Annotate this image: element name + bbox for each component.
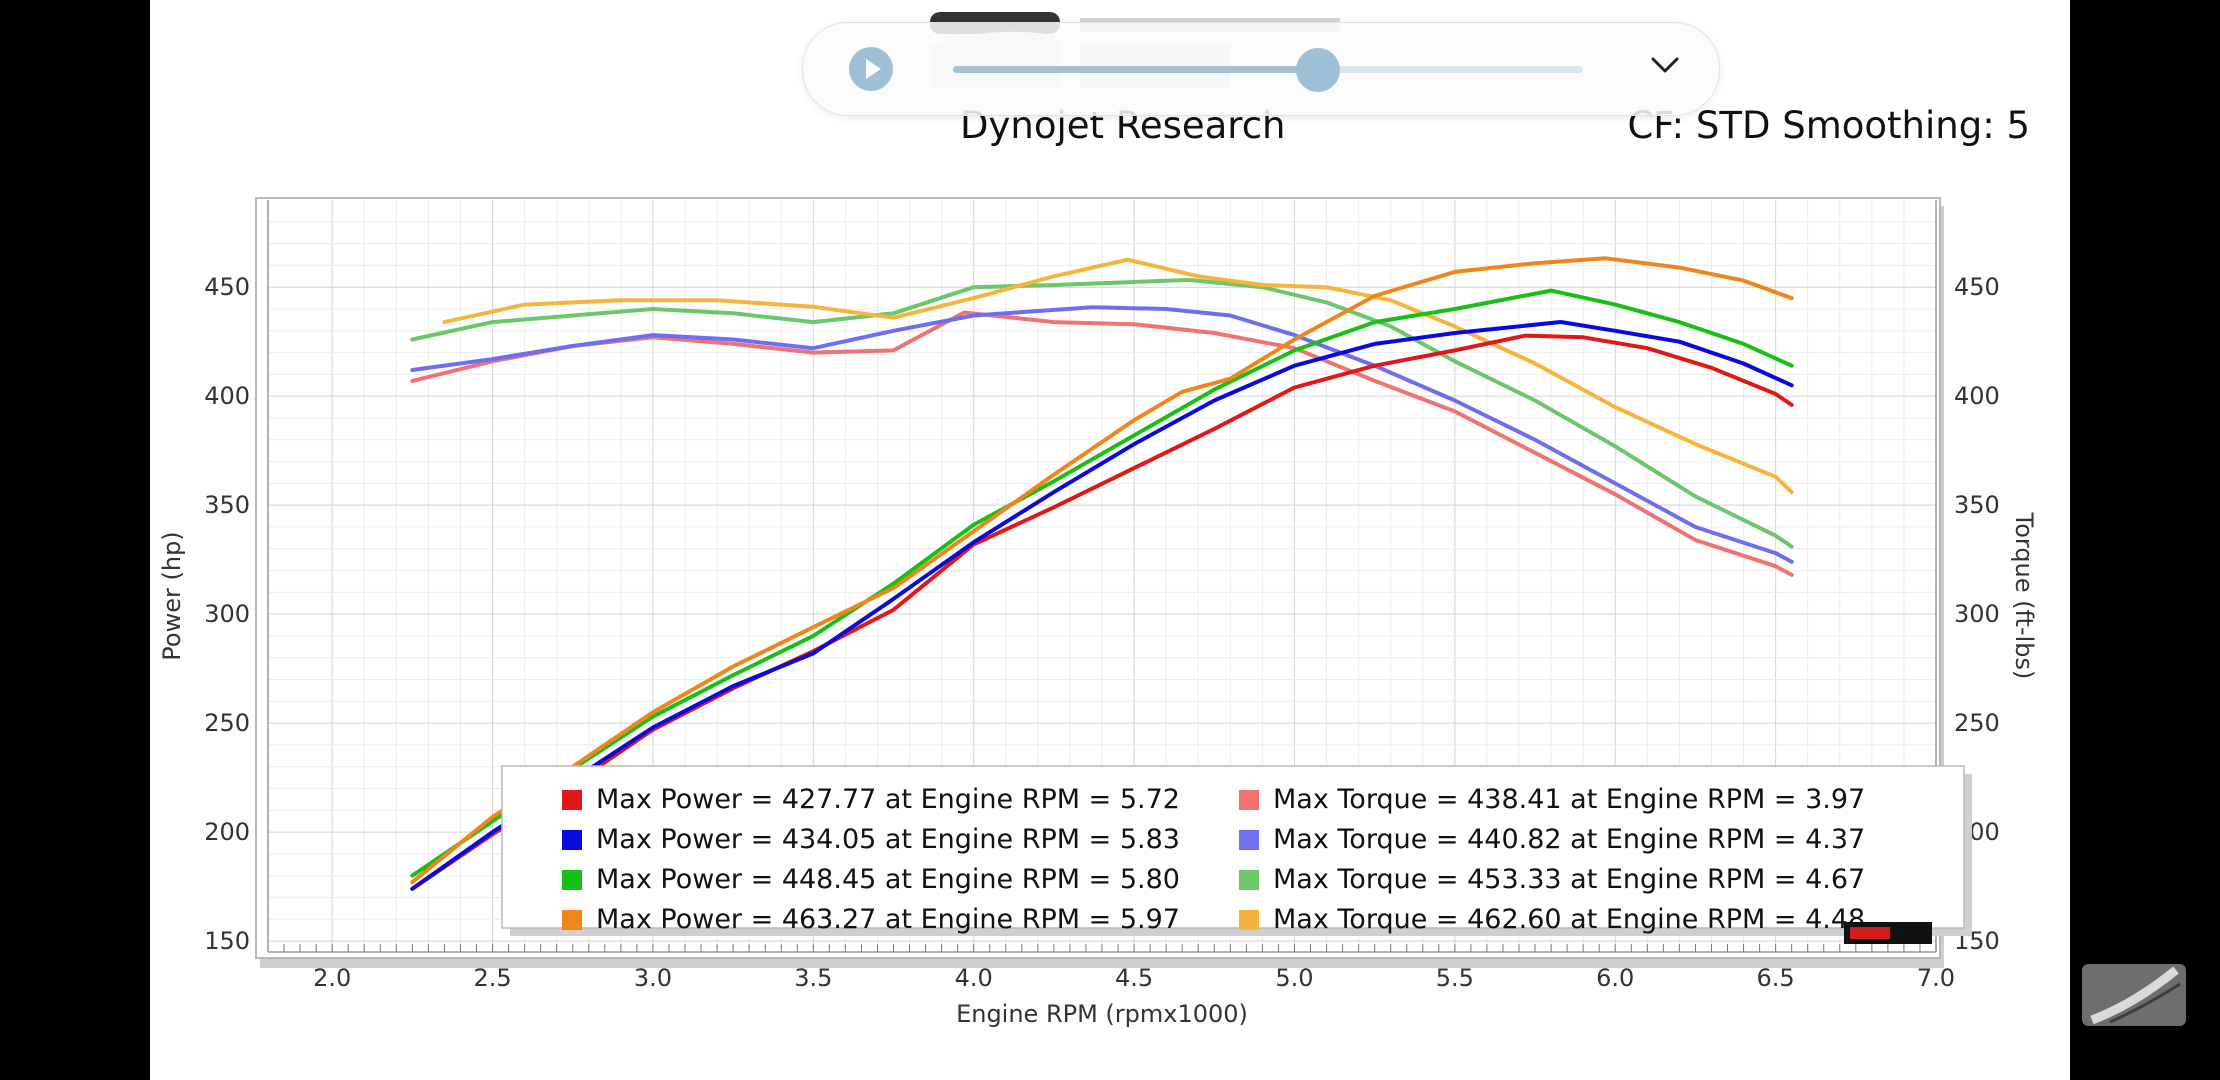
power-series-line-3	[410, 288, 1794, 878]
legend-entry: Max Torque = 438.41 at Engine RPM = 3.97	[1273, 784, 1865, 815]
play-button[interactable]	[849, 47, 893, 91]
legend-entry: Max Torque = 440.82 at Engine RPM = 4.37	[1273, 824, 1865, 855]
power-series-line-2	[410, 320, 1794, 891]
audio-player-bar	[802, 22, 1720, 116]
series-group	[410, 256, 1794, 891]
video-frame: Dynojet Research CF: STD Smoothing: 5 2.…	[150, 0, 2070, 1080]
x-tick-label: 5.0	[1275, 964, 1313, 992]
legend-entry: Max Torque = 462.60 at Engine RPM = 4.48	[1273, 904, 1865, 935]
y-tick-label-right: 300	[1954, 600, 2000, 628]
legend-swatch	[1239, 830, 1259, 850]
legend-swatch	[1239, 870, 1259, 890]
y-axis-title-right: Torque (ft-lbs)	[2010, 512, 2038, 680]
progress-thumb[interactable]	[1296, 48, 1341, 92]
progress-fill	[953, 66, 1319, 73]
dynojet-logo-mark	[1850, 927, 1890, 939]
y-tick-label-left: 200	[204, 818, 250, 846]
x-tick-label: 6.5	[1757, 964, 1795, 992]
x-tick-label: 3.0	[634, 964, 672, 992]
legend-entry: Max Power = 463.27 at Engine RPM = 5.97	[596, 904, 1180, 935]
x-tick-label: 5.5	[1436, 964, 1474, 992]
play-icon	[866, 59, 881, 79]
y-tick-label-left: 450	[204, 273, 250, 301]
legend-swatch	[562, 790, 582, 810]
x-tick-label: 2.5	[473, 964, 511, 992]
y-tick-label-right: 250	[1954, 709, 2000, 737]
y-tick-label-left: 350	[204, 491, 250, 519]
y-axis-title-left: Power (hp)	[158, 531, 186, 660]
y-tick-label-left: 150	[204, 927, 250, 955]
legend-box	[501, 765, 1965, 929]
y-tick-label-right: 350	[1954, 491, 2000, 519]
legend-swatch	[1239, 790, 1259, 810]
x-tick-label: 2.0	[313, 964, 351, 992]
legend-entry: Max Power = 448.45 at Engine RPM = 5.80	[596, 864, 1180, 895]
road-watermark-icon	[2082, 964, 2186, 1026]
x-axis-title: Engine RPM (rpmx1000)	[956, 1000, 1248, 1028]
y-tick-label-left: 300	[204, 600, 250, 628]
legend-entry: Max Power = 434.05 at Engine RPM = 5.83	[596, 824, 1180, 855]
torque-series-line-4	[442, 257, 1794, 495]
legend-entry: Max Torque = 453.33 at Engine RPM = 4.67	[1273, 864, 1865, 895]
legend-swatch	[562, 910, 582, 930]
legend-swatch	[562, 830, 582, 850]
x-tick-label: 4.0	[955, 964, 993, 992]
y-tick-label-left: 400	[204, 382, 250, 410]
legend-swatch	[1239, 910, 1259, 930]
x-tick-label: 7.0	[1917, 964, 1955, 992]
legend: Max Power = 427.77 at Engine RPM = 5.72 M…	[501, 765, 1972, 936]
x-tick-label: 6.0	[1596, 964, 1634, 992]
progress-slider[interactable]	[953, 48, 1583, 92]
torque-series-line-2	[410, 305, 1794, 564]
power-series-line-4	[410, 256, 1794, 885]
y-tick-label-right: 450	[1954, 273, 2000, 301]
chevron-down-icon[interactable]	[1649, 49, 1681, 81]
legend-entry: Max Power = 427.77 at Engine RPM = 5.72	[596, 784, 1180, 815]
torque-series-line-3	[410, 277, 1794, 549]
y-tick-label-left: 250	[204, 709, 250, 737]
x-tick-label: 4.5	[1115, 964, 1153, 992]
y-tick-label-right: 400	[1954, 382, 2000, 410]
x-tick-label: 3.5	[794, 964, 832, 992]
torque-series-line-1	[410, 310, 1794, 577]
legend-swatch	[562, 870, 582, 890]
